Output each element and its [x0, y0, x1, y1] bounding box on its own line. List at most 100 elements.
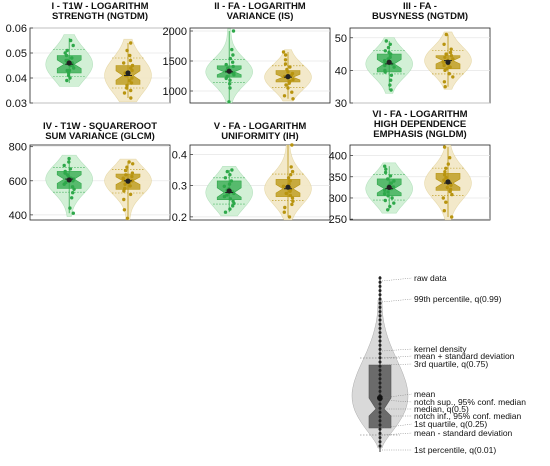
raw-data-point: [129, 88, 133, 93]
raw-data-point: [123, 168, 128, 173]
raw-data-point: [389, 88, 393, 92]
raw-data-point: [223, 210, 228, 214]
raw-data-point: [68, 206, 72, 210]
mean-marker: [66, 60, 72, 66]
raw-data-point: [384, 39, 388, 43]
legend-raw-point: [378, 402, 382, 406]
raw-data-point: [286, 176, 291, 180]
raw-data-point: [228, 173, 232, 177]
legend-raw-point: [378, 410, 382, 414]
raw-data-point: [224, 76, 228, 81]
raw-data-point: [446, 162, 450, 166]
legend-leader: [381, 348, 413, 352]
raw-data-point: [444, 175, 448, 180]
raw-data-point: [128, 184, 132, 188]
y-tick-label: 0.4: [172, 149, 187, 161]
raw-data-point: [68, 76, 72, 80]
raw-data-point: [222, 194, 227, 199]
raw-data-point: [287, 215, 292, 219]
legend-raw-point: [378, 293, 382, 297]
raw-data-point: [392, 179, 396, 183]
raw-data-point: [386, 190, 390, 194]
legend-leader: [381, 277, 413, 282]
legend-raw-point: [378, 377, 382, 381]
legend-raw-point: [378, 356, 382, 360]
y-tick-label: 300: [329, 193, 347, 205]
legend-raw-point: [378, 352, 382, 356]
raw-data-point: [442, 145, 447, 149]
raw-data-point: [389, 181, 393, 185]
raw-data-point: [388, 174, 393, 178]
raw-data-point: [72, 187, 76, 191]
raw-data-point: [125, 216, 130, 220]
panel-title: SUM VARIANCE (GLCM): [45, 131, 155, 142]
legend-raw-point: [378, 389, 382, 393]
raw-data-point: [444, 166, 448, 170]
raw-data-point: [450, 215, 454, 219]
violin-gold: [424, 31, 472, 90]
raw-data-point: [232, 73, 236, 77]
raw-data-point: [384, 167, 388, 171]
raw-data-point: [65, 78, 69, 83]
panel-title: I - T1W - LOGARITHM: [51, 1, 148, 12]
raw-data-point: [222, 184, 226, 188]
legend-label-mmsd: mean - standard deviation: [414, 428, 513, 438]
y-tick-label: 400: [329, 151, 347, 163]
legend-label-q3: 3rd quartile, q(0.75): [414, 359, 488, 369]
legend-raw-point: [378, 360, 382, 364]
raw-data-point: [443, 68, 447, 73]
raw-data-point: [65, 68, 69, 73]
raw-data-point: [125, 86, 129, 90]
raw-data-point: [128, 58, 133, 63]
legend-violin: raw data 99th percentile, q(0.99) kernel d…: [351, 273, 526, 455]
legend-raw-point: [378, 297, 382, 301]
raw-data-point: [63, 51, 67, 55]
raw-data-point: [281, 50, 286, 54]
raw-data-point: [123, 182, 127, 186]
raw-data-point: [125, 83, 129, 88]
raw-data-point: [386, 45, 391, 50]
y-tick-label: 50: [335, 33, 347, 45]
y-tick-label: 400: [9, 210, 27, 222]
raw-data-point: [231, 60, 235, 64]
raw-data-point: [383, 60, 387, 64]
legend-raw-point: [378, 314, 382, 318]
raw-data-point: [383, 164, 387, 168]
raw-data-point: [284, 83, 288, 87]
raw-data-point: [283, 205, 287, 210]
legend-raw-point: [378, 368, 382, 372]
raw-data-point: [290, 90, 294, 94]
legend-raw-point: [378, 436, 382, 440]
raw-data-point: [290, 202, 294, 207]
legend-leader: [381, 432, 413, 436]
panel-title: BUSYNESS (NGTDM): [372, 11, 468, 22]
raw-data-point: [130, 68, 134, 73]
raw-data-point: [448, 156, 452, 160]
raw-data-point: [389, 73, 394, 78]
legend-raw-point: [378, 326, 382, 330]
raw-data-point: [448, 50, 453, 55]
legend-raw-point: [378, 310, 382, 314]
y-tick-label: 0.2: [172, 212, 187, 224]
legend-raw-point: [378, 444, 382, 448]
raw-data-point: [449, 47, 453, 51]
raw-data-point: [392, 201, 396, 205]
legend-raw-point: [378, 284, 382, 288]
raw-data-point: [388, 83, 392, 87]
raw-data-point: [128, 78, 132, 83]
y-tick-label: 30: [335, 98, 347, 110]
raw-data-point: [445, 185, 449, 190]
legend-raw-point: [378, 280, 382, 284]
raw-data-point: [444, 52, 448, 56]
raw-data-point: [289, 165, 293, 169]
raw-data-point: [71, 43, 75, 48]
raw-data-point: [288, 179, 292, 183]
raw-data-point: [389, 52, 393, 56]
raw-data-point: [227, 100, 231, 104]
raw-data-point: [131, 162, 135, 166]
raw-data-point: [122, 189, 126, 193]
panel-title: EMPHASIS (NGLDM): [373, 129, 466, 140]
panel-title: II - FA - LOGARITHM: [214, 1, 306, 12]
